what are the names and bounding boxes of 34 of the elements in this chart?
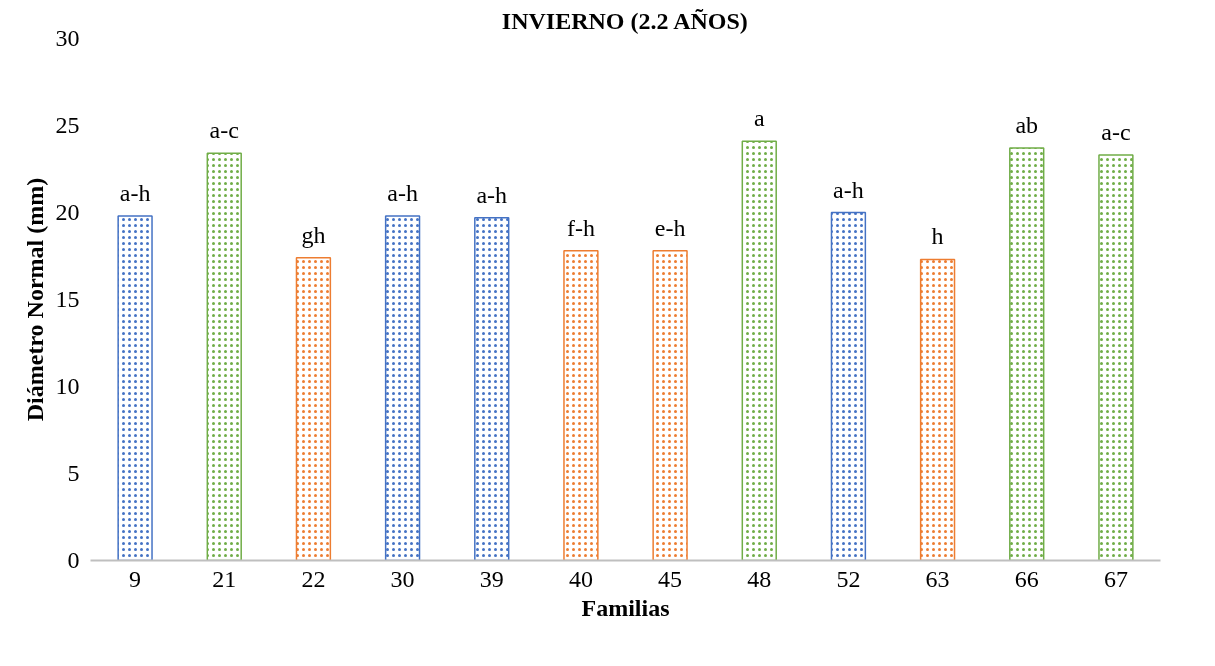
- annotation: a-h: [387, 179, 418, 206]
- x-tick-label: 9: [129, 565, 142, 592]
- annotation: a-c: [209, 117, 239, 144]
- annotation: a-h: [119, 179, 151, 206]
- annotation: f-h: [566, 214, 595, 241]
- x-axis-title: Familias: [581, 594, 670, 621]
- x-tick-label: 21: [212, 565, 237, 592]
- x-tick-label: 45: [658, 565, 683, 592]
- annotation: a: [753, 105, 765, 132]
- x-tick-label: 40: [568, 565, 593, 592]
- y-tick-label: 15: [55, 286, 80, 312]
- x-tick-label: 66: [1014, 565, 1039, 592]
- x-tick-label: 30: [390, 565, 415, 592]
- x-tick-label: 63: [925, 565, 950, 592]
- y-tick-label: 5: [67, 460, 80, 486]
- annotation: a-h: [833, 176, 864, 203]
- annotation: gh: [301, 221, 326, 248]
- x-tick-label: 48: [747, 565, 772, 592]
- y-tick-label: 30: [55, 25, 80, 51]
- x-tick-label: 22: [301, 565, 326, 592]
- y-axis-title: Diámetro Normal (mm): [21, 177, 48, 422]
- y-tick-label: 25: [55, 112, 80, 138]
- x-tick-label: 39: [479, 565, 504, 592]
- y-tick-label: 0: [67, 547, 80, 573]
- annotation: ab: [1015, 112, 1039, 139]
- chart-title: INVIERNO (2.2 AÑOS): [501, 7, 748, 34]
- annotation: a-h: [476, 181, 508, 208]
- x-tick-label: 52: [836, 565, 861, 592]
- y-tick-label: 10: [55, 373, 80, 399]
- annotation: h: [931, 223, 944, 250]
- x-tick-label: 67: [1103, 565, 1128, 592]
- annotation: e-h: [654, 214, 686, 241]
- annotation: a-c: [1101, 119, 1131, 146]
- y-tick-label: 20: [55, 199, 80, 225]
